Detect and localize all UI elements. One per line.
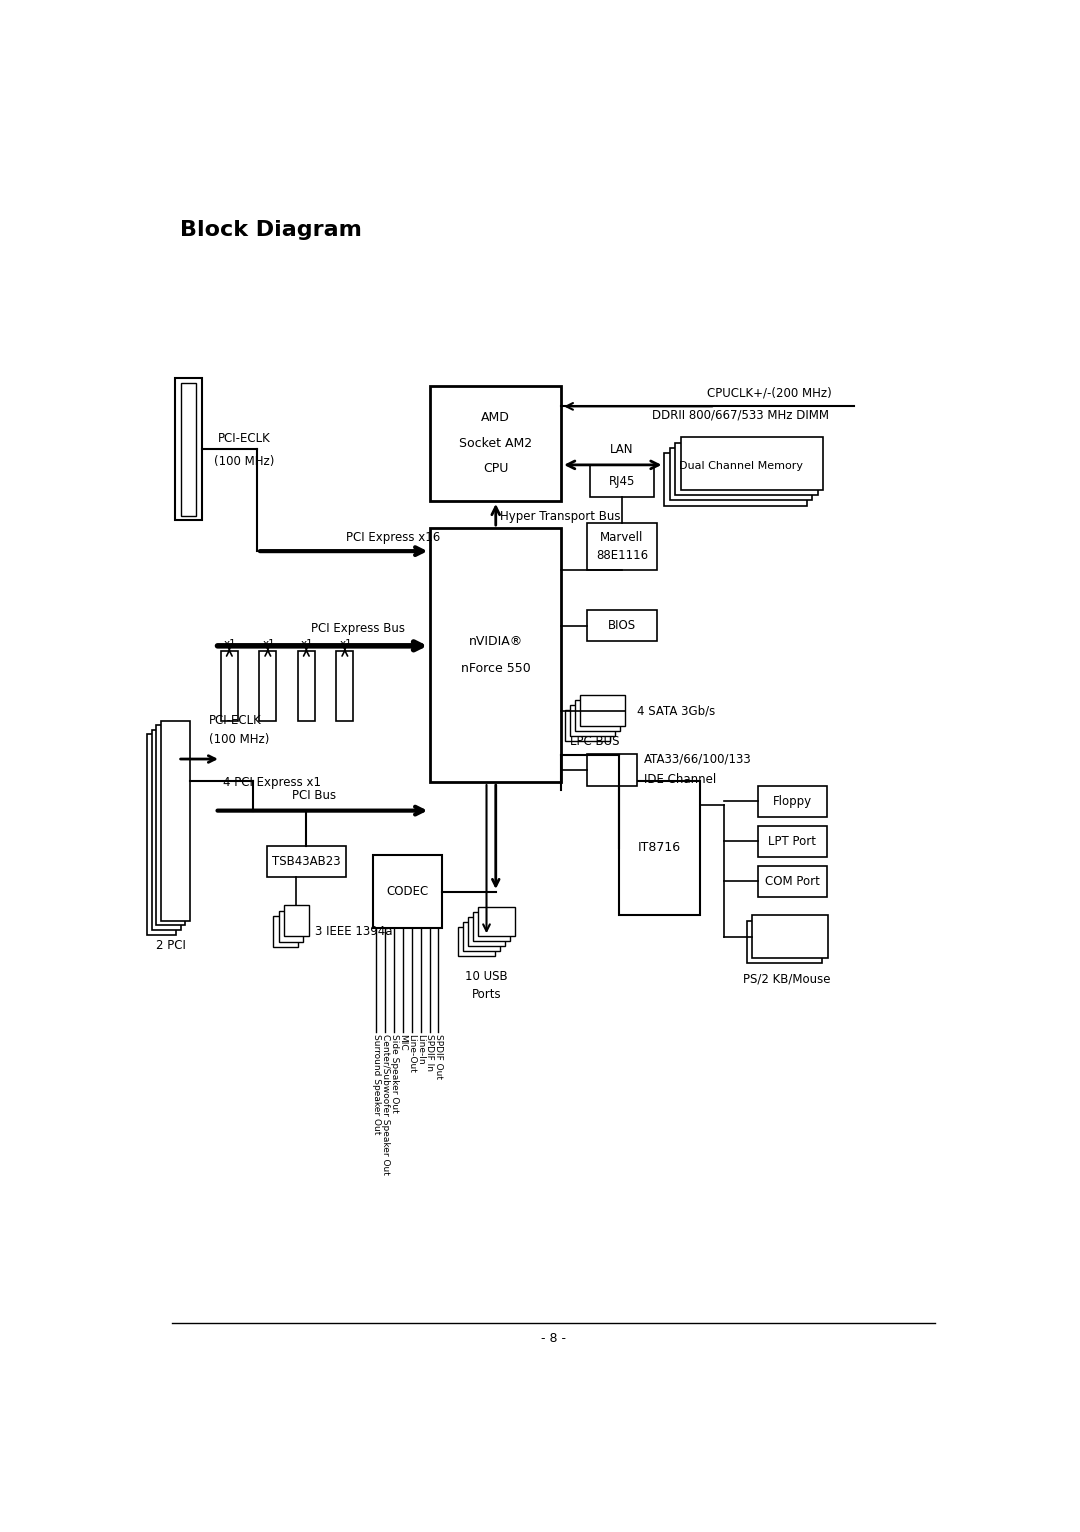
Text: nForce 550: nForce 550 bbox=[461, 662, 530, 676]
FancyBboxPatch shape bbox=[680, 437, 823, 490]
FancyBboxPatch shape bbox=[336, 651, 353, 720]
FancyBboxPatch shape bbox=[670, 447, 812, 501]
FancyBboxPatch shape bbox=[746, 921, 822, 964]
FancyBboxPatch shape bbox=[151, 729, 180, 930]
Text: BIOS: BIOS bbox=[608, 619, 636, 633]
Text: CPU: CPU bbox=[483, 463, 509, 475]
Text: LAN: LAN bbox=[610, 443, 634, 457]
Text: Line-In: Line-In bbox=[416, 1034, 426, 1065]
Text: Surround Speaker Out: Surround Speaker Out bbox=[372, 1034, 381, 1134]
FancyBboxPatch shape bbox=[430, 529, 562, 783]
Text: Dual Channel Memory: Dual Channel Memory bbox=[679, 461, 804, 472]
FancyBboxPatch shape bbox=[478, 907, 515, 936]
Text: (100 MHz): (100 MHz) bbox=[210, 734, 270, 746]
Text: nVIDIA®: nVIDIA® bbox=[469, 634, 523, 648]
Text: PCI-ECLK: PCI-ECLK bbox=[210, 714, 262, 728]
FancyBboxPatch shape bbox=[220, 651, 238, 720]
Text: PCI Express x16: PCI Express x16 bbox=[346, 530, 440, 544]
Text: Center/Subwoofer Speaker Out: Center/Subwoofer Speaker Out bbox=[381, 1034, 390, 1175]
Text: x1: x1 bbox=[339, 639, 352, 648]
FancyBboxPatch shape bbox=[619, 781, 700, 915]
FancyBboxPatch shape bbox=[373, 855, 442, 928]
FancyBboxPatch shape bbox=[430, 386, 562, 501]
Text: 4 PCI Express x1: 4 PCI Express x1 bbox=[224, 775, 322, 789]
Text: x1: x1 bbox=[262, 639, 275, 648]
Text: MIC: MIC bbox=[399, 1034, 407, 1051]
FancyBboxPatch shape bbox=[586, 522, 658, 570]
FancyBboxPatch shape bbox=[675, 443, 818, 495]
FancyBboxPatch shape bbox=[157, 725, 186, 925]
FancyBboxPatch shape bbox=[586, 610, 658, 642]
FancyBboxPatch shape bbox=[757, 826, 827, 856]
Text: 3 IEEE 1394a: 3 IEEE 1394a bbox=[314, 925, 392, 938]
Text: Line-Out: Line-Out bbox=[407, 1034, 416, 1072]
FancyBboxPatch shape bbox=[566, 711, 610, 741]
Text: x1: x1 bbox=[224, 639, 237, 648]
FancyBboxPatch shape bbox=[458, 927, 495, 956]
FancyBboxPatch shape bbox=[279, 910, 303, 942]
Text: 88E1116: 88E1116 bbox=[596, 550, 648, 562]
FancyBboxPatch shape bbox=[473, 912, 510, 941]
Text: SPDIF Out: SPDIF Out bbox=[434, 1034, 443, 1079]
Text: Floppy: Floppy bbox=[772, 795, 812, 807]
FancyBboxPatch shape bbox=[757, 786, 827, 817]
FancyBboxPatch shape bbox=[147, 734, 176, 935]
Text: RJ45: RJ45 bbox=[609, 475, 635, 487]
Text: IT8716: IT8716 bbox=[638, 841, 680, 855]
FancyBboxPatch shape bbox=[175, 378, 202, 521]
Text: CODEC: CODEC bbox=[386, 885, 429, 898]
Text: AMD: AMD bbox=[482, 412, 510, 424]
Text: IDE Channel: IDE Channel bbox=[645, 774, 717, 786]
Text: Side Speaker Out: Side Speaker Out bbox=[390, 1034, 399, 1112]
Text: SPDIF In: SPDIF In bbox=[426, 1034, 434, 1071]
Text: x1: x1 bbox=[300, 639, 313, 648]
FancyBboxPatch shape bbox=[180, 383, 197, 516]
Text: CPUCLK+/-(200 MHz): CPUCLK+/-(200 MHz) bbox=[706, 386, 832, 398]
Text: COM Port: COM Port bbox=[765, 875, 820, 889]
FancyBboxPatch shape bbox=[298, 651, 314, 720]
FancyBboxPatch shape bbox=[576, 700, 620, 731]
Text: PCI Express Bus: PCI Express Bus bbox=[311, 622, 405, 636]
FancyBboxPatch shape bbox=[752, 915, 827, 958]
Text: TSB43AB23: TSB43AB23 bbox=[272, 855, 340, 869]
Text: 2 PCI: 2 PCI bbox=[156, 939, 186, 951]
Text: ATA33/66/100/133: ATA33/66/100/133 bbox=[645, 752, 752, 766]
FancyBboxPatch shape bbox=[463, 922, 500, 951]
FancyBboxPatch shape bbox=[570, 705, 616, 735]
FancyBboxPatch shape bbox=[757, 866, 827, 896]
FancyBboxPatch shape bbox=[267, 846, 346, 876]
FancyBboxPatch shape bbox=[580, 696, 625, 726]
Text: PCI-ECLK: PCI-ECLK bbox=[217, 432, 270, 444]
Text: PCI Bus: PCI Bus bbox=[292, 789, 336, 801]
FancyBboxPatch shape bbox=[161, 720, 190, 921]
Text: - 8 -: - 8 - bbox=[541, 1333, 566, 1345]
Text: Block Diagram: Block Diagram bbox=[180, 221, 362, 241]
FancyBboxPatch shape bbox=[468, 916, 505, 947]
FancyBboxPatch shape bbox=[664, 453, 807, 506]
Text: Socket AM2: Socket AM2 bbox=[459, 437, 532, 450]
Text: LPT Port: LPT Port bbox=[768, 835, 816, 847]
FancyBboxPatch shape bbox=[273, 916, 298, 947]
Text: PS/2 KB/Mouse: PS/2 KB/Mouse bbox=[743, 973, 831, 985]
Text: 4 SATA 3Gb/s: 4 SATA 3Gb/s bbox=[636, 705, 715, 717]
FancyBboxPatch shape bbox=[284, 905, 309, 936]
Text: Ports: Ports bbox=[472, 988, 501, 1000]
Text: DDRII 800/667/533 MHz DIMM: DDRII 800/667/533 MHz DIMM bbox=[652, 409, 829, 421]
FancyBboxPatch shape bbox=[259, 651, 276, 720]
Text: Marvell: Marvell bbox=[600, 530, 644, 544]
Text: Hyper Transport Bus: Hyper Transport Bus bbox=[500, 510, 621, 522]
FancyBboxPatch shape bbox=[586, 754, 636, 786]
FancyBboxPatch shape bbox=[591, 464, 653, 498]
Text: LPC BUS: LPC BUS bbox=[570, 735, 620, 748]
Text: 10 USB: 10 USB bbox=[465, 970, 508, 982]
Text: (100 MHz): (100 MHz) bbox=[214, 455, 274, 467]
